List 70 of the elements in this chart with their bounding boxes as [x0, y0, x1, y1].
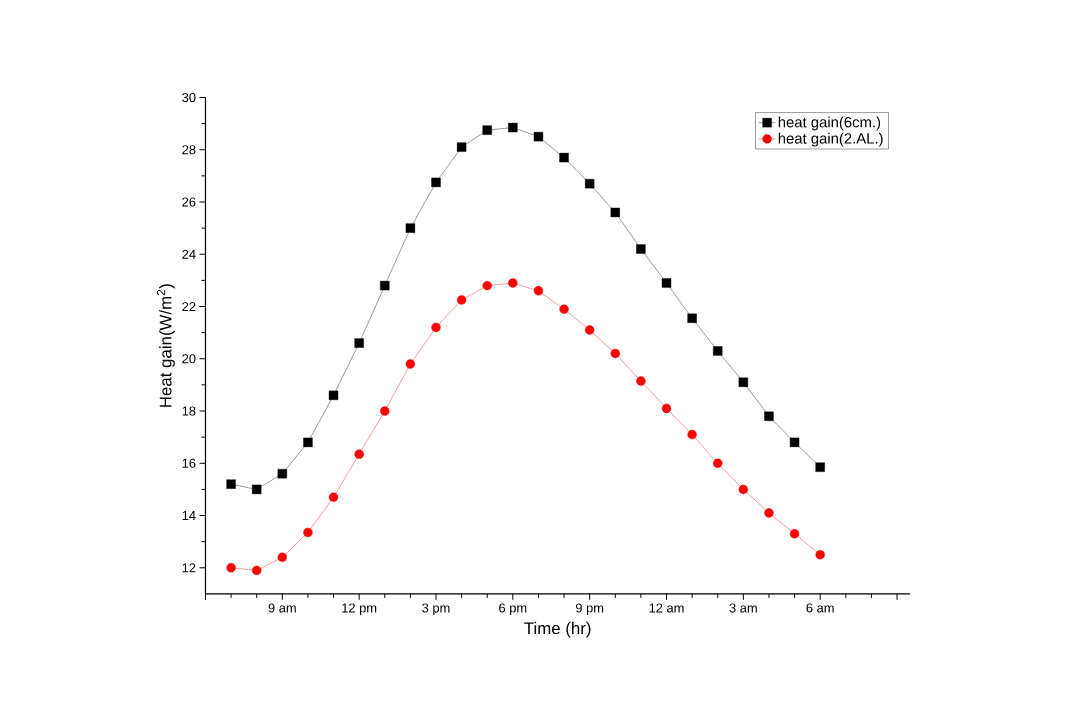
y-tick-label: 18	[182, 406, 196, 416]
y-tick-label: 16	[182, 458, 196, 468]
point	[687, 429, 697, 440]
point	[610, 207, 620, 217]
point	[328, 390, 339, 400]
point	[764, 411, 774, 421]
point	[354, 338, 364, 348]
point	[559, 152, 569, 163]
point	[252, 565, 262, 575]
point	[738, 377, 749, 387]
point	[713, 458, 723, 468]
point	[764, 508, 774, 518]
point	[226, 479, 236, 489]
point	[226, 562, 236, 573]
point	[277, 468, 287, 479]
x-tick-label: 12 am	[649, 603, 684, 613]
y-tick-label: 26	[182, 197, 196, 207]
point	[303, 527, 313, 538]
point	[431, 177, 441, 187]
point	[380, 406, 390, 416]
point	[508, 122, 518, 133]
point	[610, 348, 620, 359]
x-tick-label: 9 am	[268, 603, 296, 613]
y-tick-label: 12	[182, 563, 196, 573]
x-tick-label: 6 am	[806, 603, 834, 613]
point	[456, 295, 467, 305]
point	[687, 313, 697, 323]
y-tick-label: 24	[182, 249, 196, 259]
point	[661, 278, 672, 288]
point	[636, 244, 646, 254]
point	[303, 437, 313, 447]
point	[405, 223, 416, 233]
point	[380, 280, 390, 291]
point	[789, 437, 800, 447]
point	[508, 278, 518, 288]
point	[636, 376, 646, 386]
x-axis-title: Time (hr)	[524, 621, 591, 638]
y-tick-label: 22	[182, 301, 196, 311]
point	[328, 492, 339, 502]
point	[559, 304, 569, 314]
x-tick-label: 3 am	[729, 603, 757, 613]
point	[405, 359, 416, 369]
x-tick-label: 9 pm	[575, 603, 604, 615]
point	[661, 403, 672, 413]
point	[815, 549, 825, 560]
point	[533, 131, 544, 142]
point	[713, 346, 723, 356]
y-tick-label: 14	[182, 510, 196, 520]
point	[482, 125, 492, 135]
point	[354, 449, 364, 459]
point	[789, 528, 800, 539]
point	[482, 280, 492, 291]
y-axis-title: Heat gain(W/m$^{2}$)	[156, 284, 175, 407]
legend-label: heat gain(2.AL.)	[778, 132, 883, 147]
point	[456, 142, 467, 152]
point	[533, 286, 544, 296]
x-tick-label: 6 pm	[499, 603, 527, 615]
point	[584, 325, 595, 335]
point	[431, 322, 441, 332]
point	[815, 462, 825, 472]
y-tick-label: 28	[182, 145, 196, 155]
point	[252, 484, 262, 494]
y-tick-label: 20	[182, 354, 196, 364]
x-tick-label: 3 pm	[422, 603, 450, 615]
point	[738, 484, 749, 494]
point	[277, 552, 287, 562]
y-tick-label: 30	[182, 92, 196, 102]
point	[584, 178, 595, 189]
legend-label: heat gain(6cm.)	[778, 116, 881, 131]
x-tick-label: 12 pm	[342, 603, 377, 615]
